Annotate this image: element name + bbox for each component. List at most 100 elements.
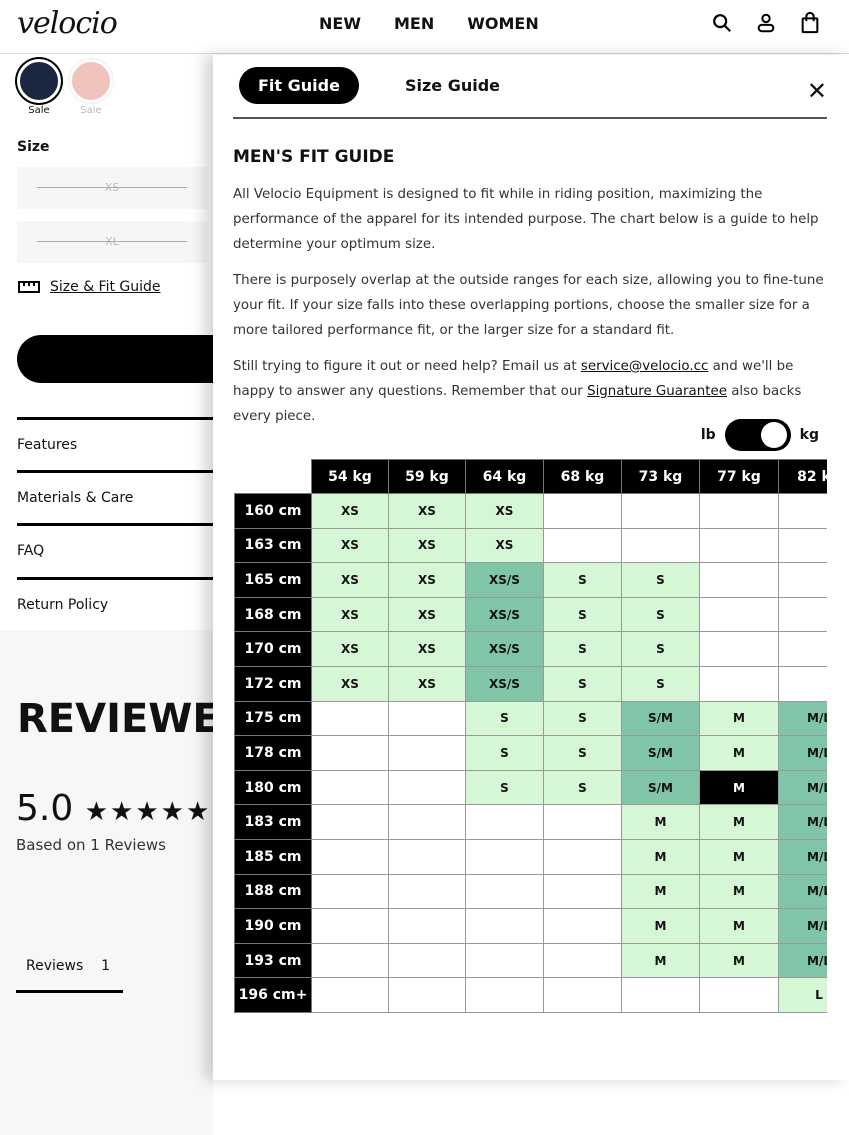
tab-label: Reviews — [26, 958, 84, 974]
add-to-cart-button[interactable] — [17, 335, 217, 383]
size-cell — [311, 873, 389, 910]
column-header: 59 kg — [388, 459, 466, 494]
logo[interactable]: velocio — [17, 6, 118, 41]
size-cell — [778, 493, 827, 529]
accordion-features[interactable]: Features — [17, 417, 213, 453]
size-cell: M — [699, 873, 779, 910]
column-header: 54 kg — [311, 459, 389, 494]
size-cell: M — [621, 942, 700, 979]
size-cell — [543, 493, 622, 529]
size-cell: XS — [388, 527, 466, 564]
size-cell — [621, 977, 700, 1013]
size-cell: XS — [465, 527, 544, 564]
search-icon[interactable] — [711, 12, 733, 34]
size-cell: M/L — [778, 804, 827, 840]
unit-toggle[interactable] — [724, 419, 791, 451]
size-cell: S — [621, 562, 700, 598]
size-cell — [311, 977, 389, 1013]
nav-women[interactable]: WOMEN — [467, 14, 539, 33]
row-header: 160 cm — [234, 493, 312, 529]
size-cell: M/L — [778, 942, 827, 979]
main-nav: NEW MEN WOMEN — [319, 14, 539, 33]
nav-new[interactable]: NEW — [319, 14, 361, 33]
accordion-materials-care[interactable]: Materials & Care — [17, 470, 213, 506]
table-row: 160 cm XS XS XS — [234, 493, 827, 529]
size-cell — [543, 838, 622, 875]
tab-size-guide[interactable]: Size Guide — [404, 76, 501, 95]
swatch-navy[interactable] — [17, 59, 61, 103]
size-cell — [699, 562, 779, 598]
row-header: 172 cm — [234, 665, 312, 702]
score-value: 5.0 — [16, 788, 74, 829]
size-cell — [388, 942, 466, 979]
close-icon[interactable]: ✕ — [806, 77, 827, 105]
size-cell: M — [699, 838, 779, 875]
size-cell: M/L — [778, 700, 827, 737]
size-cell: M — [699, 700, 779, 737]
size-cell: M — [699, 735, 779, 771]
size-cell: XS — [311, 596, 389, 633]
tab-reviews[interactable]: Reviews 1 — [16, 958, 123, 993]
size-cell — [699, 527, 779, 564]
tab-fit-guide[interactable]: Fit Guide — [239, 67, 359, 104]
size-cell: S — [543, 596, 622, 633]
size-cell: XS — [311, 631, 389, 667]
size-cell — [465, 908, 544, 944]
size-cell — [311, 838, 389, 875]
size-cell: S/M — [621, 769, 700, 806]
size-cell — [311, 804, 389, 840]
intro-paragraph: All Velocio Equipment is designed to fit… — [233, 187, 819, 252]
swatch-pink[interactable] — [69, 59, 113, 103]
review-count-text: Based on 1 Reviews — [16, 836, 166, 854]
help-text: also backs every piece. — [233, 384, 802, 424]
row-header: 196 cm+ — [234, 977, 312, 1013]
signature-guarantee-link[interactable]: Signature Guarantee — [587, 384, 727, 399]
row-header: 163 cm — [234, 527, 312, 564]
overlap-paragraph: There is purposely overlap at the outsid… — [233, 273, 824, 338]
size-cell: M/L — [778, 908, 827, 944]
size-cell — [699, 596, 779, 633]
size-option-xl[interactable]: XL — [17, 221, 207, 263]
size-cell — [465, 942, 544, 979]
size-cell — [543, 527, 622, 564]
size-cell — [699, 493, 779, 529]
size-cell: XS — [311, 527, 389, 564]
accordion-return-policy[interactable]: Return Policy — [17, 577, 213, 613]
size-cell: XS/S — [465, 665, 544, 702]
size-cell — [388, 873, 466, 910]
size-cell — [388, 977, 466, 1013]
size-cell — [388, 700, 466, 737]
size-cell: XS — [388, 562, 466, 598]
size-fit-guide-link[interactable]: Size & Fit Guide — [18, 279, 161, 295]
review-score: 5.0 ★★★★★ — [16, 788, 211, 829]
help-text: Still trying to figure it out or need he… — [233, 359, 581, 374]
row-header: 170 cm — [234, 631, 312, 667]
bag-icon[interactable] — [799, 12, 821, 34]
column-header: 82 kg — [778, 459, 827, 494]
email-link[interactable]: service@velocio.cc — [580, 359, 709, 374]
ruler-icon — [18, 281, 40, 293]
size-cell — [465, 838, 544, 875]
size-cell: XS — [311, 562, 389, 598]
size-cell — [778, 527, 827, 564]
unit-kg-label: kg — [799, 427, 819, 443]
nav-men[interactable]: MEN — [393, 14, 435, 33]
size-cell: M — [699, 908, 779, 944]
account-icon[interactable] — [755, 12, 777, 34]
size-option-xs[interactable]: XS — [17, 167, 207, 209]
accordion-faq[interactable]: FAQ — [17, 523, 213, 559]
size-cell — [311, 700, 389, 737]
row-header: 188 cm — [234, 873, 312, 910]
size-cell: M — [621, 804, 700, 840]
size-cell — [388, 735, 466, 771]
size-cell: S — [543, 735, 622, 771]
size-cell: M — [621, 873, 700, 910]
table-corner — [234, 459, 312, 494]
unit-toggle-group: lb kg — [701, 419, 819, 451]
